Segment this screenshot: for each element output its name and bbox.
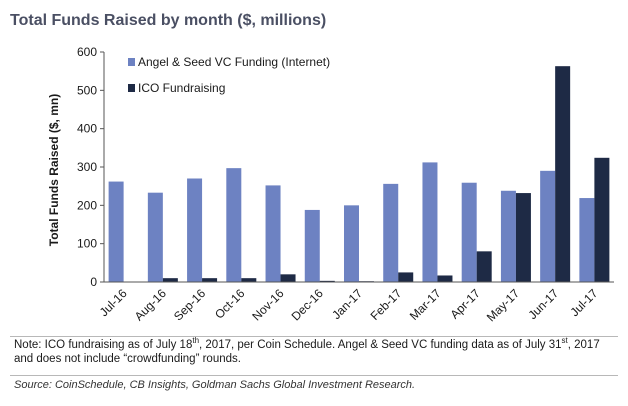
legend-swatch — [128, 58, 135, 66]
bar-series-group — [108, 66, 610, 282]
x-axis: Jul-16 Aug-16 Sep-16 Oct-16 Nov-16 Dec-16 Jan-… — [97, 281, 614, 324]
ico-bar — [594, 157, 610, 282]
x-tick-label: Mar-17 — [407, 286, 444, 323]
y-tick-label: 100 — [77, 237, 97, 251]
footnote-text-3: , 2017 and does not include “crowdfundin… — [14, 339, 600, 365]
chart-title: Total Funds Raised by month ($, millions… — [10, 12, 327, 29]
ico-bar — [555, 66, 571, 282]
angel-seed-bar — [579, 198, 595, 282]
ico-bar — [280, 274, 296, 282]
angel-seed-bar — [108, 181, 124, 282]
ico-bar — [515, 193, 531, 282]
footnote: Note: ICO fundraising as of July 18th, 2… — [14, 336, 614, 366]
x-tick-label: Oct-16 — [212, 286, 248, 322]
angel-seed-bar — [422, 162, 438, 282]
y-tick-label: 600 — [77, 45, 97, 59]
ico-bar — [319, 280, 335, 282]
footnote-superscript-2: st — [561, 336, 568, 346]
angel-seed-bar — [383, 183, 399, 282]
x-tick-label: Jun-17 — [525, 286, 561, 322]
angel-seed-bar — [461, 182, 477, 282]
footnote-superscript-1: th — [192, 336, 200, 346]
x-tick-label: Aug-16 — [132, 286, 169, 323]
y-tick-label: 300 — [77, 160, 97, 174]
y-axis-label: Total Funds Raised ($, mn) — [47, 94, 61, 246]
y-axis: 0 100 200 300 400 500 600 — [77, 45, 105, 289]
x-tick-label: Sep-16 — [171, 286, 208, 323]
x-tick-label: May-17 — [484, 286, 522, 324]
legend-label: Angel & Seed VC Funding (Internet) — [138, 55, 330, 69]
footnote-divider — [10, 336, 618, 337]
angel-seed-bar — [304, 209, 320, 282]
x-tick-label: Feb-17 — [368, 286, 405, 323]
x-tick-label: Jan-17 — [329, 286, 365, 322]
y-tick-label: 0 — [90, 275, 97, 289]
angel-seed-bar — [147, 192, 163, 282]
angel-seed-bar — [500, 190, 516, 282]
legend: Angel & Seed VC Funding (Internet) ICO Fu… — [128, 55, 330, 95]
bar-chart: 0 100 200 300 400 500 600 Jul-16 Aug-16 Sep-16 Oc… — [47, 45, 614, 324]
y-tick-label: 500 — [77, 83, 97, 97]
angel-seed-bar — [265, 185, 281, 282]
x-tick-label: Jul-16 — [97, 286, 130, 319]
ico-bar — [202, 278, 218, 282]
source-divider — [10, 375, 618, 376]
angel-seed-bar — [187, 178, 203, 282]
y-tick-label: 400 — [77, 122, 97, 136]
ico-bar — [398, 272, 414, 282]
angel-seed-bar — [540, 170, 556, 282]
ico-bar — [437, 275, 453, 282]
angel-seed-bar — [344, 205, 359, 282]
y-tick-label: 200 — [77, 198, 97, 212]
ico-bar — [476, 251, 492, 282]
x-tick-label: Nov-16 — [249, 286, 286, 323]
angel-seed-bar — [226, 168, 242, 282]
footnote-text-1: Note: ICO fundraising as of July 18 — [14, 339, 193, 351]
legend-label: ICO Fundraising — [138, 81, 225, 95]
legend-swatch — [128, 84, 135, 92]
x-tick-label: Jul-17 — [567, 286, 600, 319]
footnote-text-2: , 2017, per Coin Schedule. Angel & Seed … — [199, 339, 562, 351]
x-tick-label: Apr-17 — [447, 286, 483, 322]
ico-bar — [241, 278, 257, 282]
source-citation: Source: CoinSchedule, CB Insights, Goldm… — [14, 379, 416, 391]
x-tick-label: Dec-16 — [289, 286, 326, 323]
ico-bar — [162, 278, 178, 282]
